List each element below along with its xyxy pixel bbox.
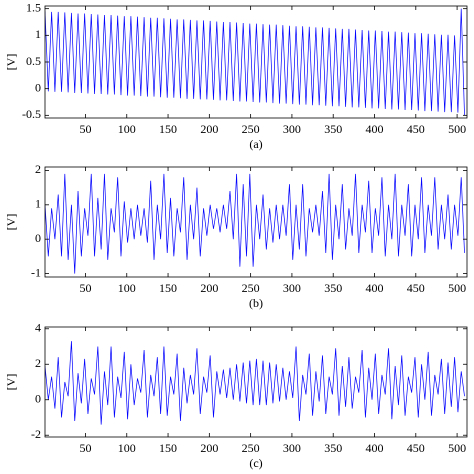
x-tick-label: 350 — [324, 122, 342, 136]
y-axis-label: [V] — [4, 214, 18, 231]
x-tick-label: 500 — [448, 281, 466, 295]
x-tick-label: 500 — [448, 441, 466, 455]
axes-box — [44, 166, 468, 278]
x-tick-label: 250 — [242, 441, 260, 455]
signal-line — [45, 8, 465, 116]
signal-line — [45, 341, 465, 425]
panel-caption: (b) — [249, 296, 263, 310]
y-axis-label: [V] — [4, 54, 18, 71]
y-tick-label: -0.5 — [22, 107, 41, 121]
x-tick-label: 150 — [159, 281, 177, 295]
y-tick-label: -1 — [31, 265, 41, 279]
x-tick-label: 150 — [159, 122, 177, 136]
y-tick-label: 0.5 — [26, 54, 41, 68]
y-tick-label: 1 — [35, 197, 41, 211]
x-tick-label: 300 — [283, 441, 301, 455]
axes-box — [44, 326, 468, 438]
x-tick-label: 500 — [448, 122, 466, 136]
y-tick-label: 0 — [35, 231, 41, 245]
x-tick-label: 150 — [159, 441, 177, 455]
y-tick-label: 1.5 — [26, 0, 41, 14]
y-tick-label: 4 — [35, 321, 41, 335]
x-tick-label: 50 — [79, 122, 91, 136]
x-tick-label: 400 — [366, 281, 384, 295]
x-tick-label: 350 — [324, 441, 342, 455]
x-tick-label: 350 — [324, 281, 342, 295]
y-tick-label: -2 — [31, 427, 41, 441]
x-tick-label: 250 — [242, 281, 260, 295]
x-tick-label: 200 — [200, 441, 218, 455]
x-tick-label: 50 — [79, 441, 91, 455]
x-tick-label: 250 — [242, 122, 260, 136]
panel-caption: (a) — [249, 137, 262, 151]
y-tick-label: 0 — [35, 391, 41, 405]
x-tick-label: 50 — [79, 281, 91, 295]
panel-caption: (c) — [249, 456, 262, 470]
y-axis-label: [V] — [4, 374, 18, 391]
x-tick-label: 200 — [200, 281, 218, 295]
x-tick-label: 450 — [407, 122, 425, 136]
x-tick-label: 450 — [407, 281, 425, 295]
x-tick-label: 300 — [283, 122, 301, 136]
x-tick-label: 450 — [407, 441, 425, 455]
x-tick-label: 100 — [118, 281, 136, 295]
x-tick-label: 300 — [283, 281, 301, 295]
y-tick-label: 2 — [35, 356, 41, 370]
x-tick-label: 100 — [118, 441, 136, 455]
x-tick-label: 400 — [366, 441, 384, 455]
y-tick-label: 2 — [35, 162, 41, 176]
plot-area — [45, 327, 467, 437]
x-tick-label: 200 — [200, 122, 218, 136]
y-tick-label: 0 — [35, 80, 41, 94]
x-tick-label: 400 — [366, 122, 384, 136]
x-tick-label: 100 — [118, 122, 136, 136]
y-tick-label: 1 — [35, 27, 41, 41]
plot-area — [45, 6, 467, 118]
signal-line — [45, 173, 465, 274]
